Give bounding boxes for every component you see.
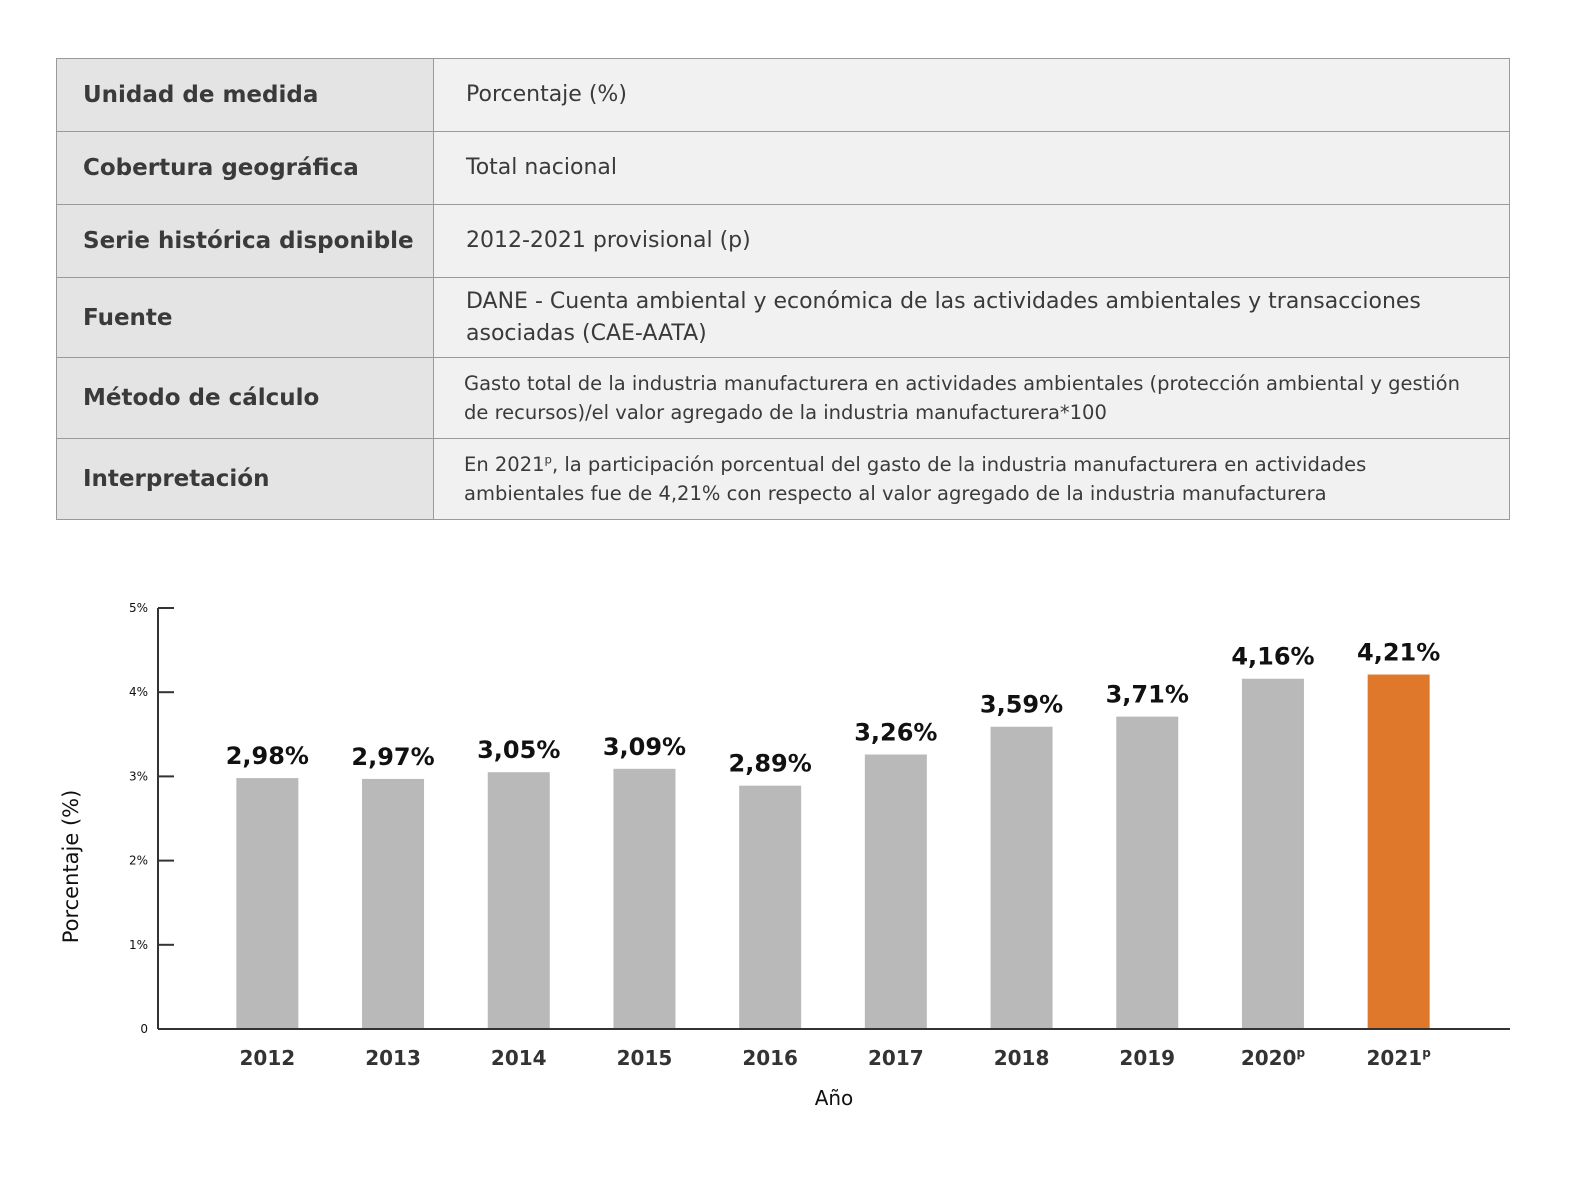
x-axis-title: Año xyxy=(815,1086,854,1110)
bar-data-label: 2,98% xyxy=(226,742,309,770)
row-label-cobertura: Cobertura geográfica xyxy=(56,131,434,205)
y-tick-label: 5% xyxy=(129,601,148,615)
row-value-metodo: Gasto total de la industria manufacturer… xyxy=(433,357,1510,439)
x-tick-label: 2018 xyxy=(994,1046,1050,1070)
y-tick-label: 2% xyxy=(129,854,148,868)
bar-data-label: 3,59% xyxy=(980,691,1063,719)
bar xyxy=(990,726,1053,1029)
x-tick-label: 2014 xyxy=(491,1046,547,1070)
table-row: Unidad de medida Porcentaje (%) xyxy=(56,58,1510,132)
bars-group xyxy=(236,674,1430,1029)
x-tick-label: 2012 xyxy=(240,1046,296,1070)
y-tick-label: 0 xyxy=(140,1022,148,1036)
table-row: Interpretación En 2021p, la participació… xyxy=(56,438,1510,520)
row-label-metodo: Método de cálculo xyxy=(56,357,434,439)
bar xyxy=(1116,716,1179,1029)
bar xyxy=(739,785,802,1029)
row-value-interpretacion: En 2021p, la participación porcentual de… xyxy=(433,438,1510,520)
bar-chart: 0 1% 2% 3% 4% 5% 2,98% 2,97% 3,05% 3,09% 2,89% 3,2… xyxy=(59,601,1510,1110)
x-tick-label: 2021p xyxy=(1367,1046,1432,1070)
row-value-serie: 2012-2021 provisional (p) xyxy=(433,204,1510,278)
row-value-fuente: DANE - Cuenta ambiental y económica de l… xyxy=(433,277,1510,358)
table-row: Cobertura geográfica Total nacional xyxy=(56,131,1510,205)
row-value-unidad: Porcentaje (%) xyxy=(433,58,1510,132)
bar xyxy=(487,772,550,1029)
x-tick-label: 2015 xyxy=(617,1046,673,1070)
data-labels-group: 2,98% 2,97% 3,05% 3,09% 2,89% 3,26% 3,59% 3,71%… xyxy=(226,639,1441,778)
bar-data-label: 3,09% xyxy=(603,733,686,761)
bar-data-label: 2,97% xyxy=(351,743,434,771)
y-tick-label: 3% xyxy=(129,769,148,783)
interpretacion-prefix: En 2021 xyxy=(464,453,545,476)
y-tick-label: 4% xyxy=(129,685,148,699)
bar-data-label: 4,16% xyxy=(1231,643,1314,671)
bar xyxy=(613,768,676,1029)
row-label-serie: Serie histórica disponible xyxy=(56,204,434,278)
table-row: Fuente DANE - Cuenta ambiental y económi… xyxy=(56,277,1510,358)
bar-data-label: 3,26% xyxy=(854,719,937,747)
row-label-fuente: Fuente xyxy=(56,277,434,358)
y-tick-label: 1% xyxy=(129,938,148,952)
bar xyxy=(236,778,299,1029)
bar xyxy=(1241,678,1304,1029)
x-axis-ticks: 2012 2013 2014 2015 2016 2017 2018 2019 2020p 202… xyxy=(240,1046,1432,1070)
x-tick-label: 2019 xyxy=(1119,1046,1175,1070)
x-tick-label: 2016 xyxy=(742,1046,798,1070)
row-label-unidad: Unidad de medida xyxy=(56,58,434,132)
bar-data-label: 2,89% xyxy=(729,750,812,778)
x-tick-label: 2017 xyxy=(868,1046,924,1070)
row-value-cobertura: Total nacional xyxy=(433,131,1510,205)
x-tick-label: 2020p xyxy=(1241,1046,1306,1070)
x-tick-label: 2013 xyxy=(365,1046,421,1070)
bar xyxy=(1367,674,1430,1029)
table-row: Serie histórica disponible 2012-2021 pro… xyxy=(56,204,1510,278)
table-row: Método de cálculo Gasto total de la indu… xyxy=(56,357,1510,439)
y-axis-ticks: 0 1% 2% 3% 4% 5% xyxy=(129,601,174,1036)
bar-data-label: 4,21% xyxy=(1357,639,1440,667)
row-label-interpretacion: Interpretación xyxy=(56,438,434,520)
bar-data-label: 3,05% xyxy=(477,736,560,764)
bar-data-label: 3,71% xyxy=(1106,681,1189,709)
interpretacion-sup: p xyxy=(544,452,552,467)
bar xyxy=(864,754,927,1029)
indicator-info-table: Unidad de medida Porcentaje (%) Cobertur… xyxy=(56,58,1510,520)
interpretacion-suffix: , la participación porcentual del gasto … xyxy=(464,453,1367,505)
bar xyxy=(362,778,425,1029)
y-axis-title: Porcentaje (%) xyxy=(59,790,83,944)
